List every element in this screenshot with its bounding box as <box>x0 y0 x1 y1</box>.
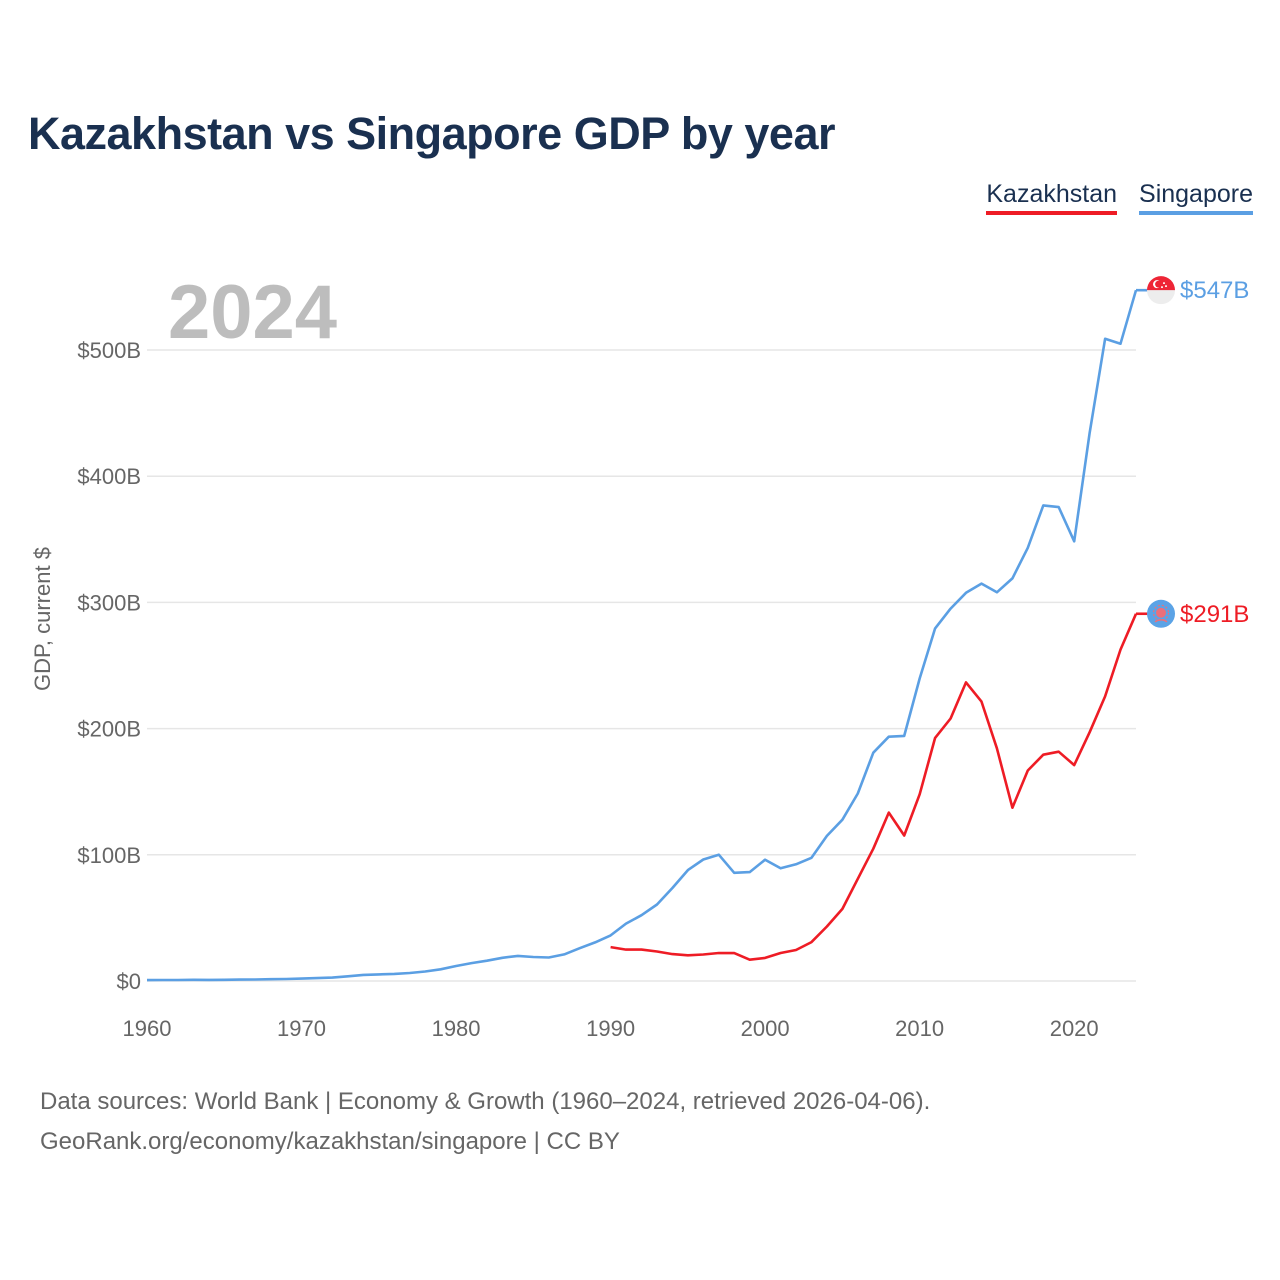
x-tick-label: 1980 <box>432 1016 481 1041</box>
y-tick-label: $100B <box>77 843 141 868</box>
y-tick-label: $400B <box>77 464 141 489</box>
y-axis-label: GDP, current $ <box>30 547 55 691</box>
x-tick-label: 2010 <box>895 1016 944 1041</box>
series-line-singapore[interactable] <box>146 289 1138 982</box>
footer-sources: Data sources: World Bank | Economy & Gro… <box>40 1088 931 1115</box>
y-tick-label: $0 <box>117 969 141 994</box>
kazakhstan-flag-icon <box>1147 599 1175 628</box>
x-tick-label: 2000 <box>741 1016 790 1041</box>
x-tick-label: 1970 <box>277 1016 326 1041</box>
footer-attribution[interactable]: GeoRank.org/economy/kazakhstan/singapore… <box>40 1128 620 1155</box>
x-tick-label: 2020 <box>1050 1016 1099 1041</box>
chart-title: Kazakhstan vs Singapore GDP by year <box>28 108 836 159</box>
y-axis: $0 $100B $200B $300B $400B $500B <box>77 338 141 994</box>
x-tick-label: 1990 <box>586 1016 635 1041</box>
y-tick-label: $200B <box>77 717 141 742</box>
year-watermark: 2024 <box>168 270 337 355</box>
chart-area: 2024 $0 $100B $200B $300B $400B $500B 1960 197… <box>30 270 1249 1041</box>
footer: Data sources: World Bank | Economy & Gro… <box>40 1082 930 1162</box>
legend-item-singapore[interactable]: Singapore <box>1139 180 1253 215</box>
legend-item-kazakhstan[interactable]: Kazakhstan <box>986 180 1118 215</box>
legend: Kazakhstan Singapore <box>986 180 1253 215</box>
end-markers: $547B $291B <box>1136 276 1249 628</box>
x-tick-label: 1960 <box>123 1016 172 1041</box>
end-label-singapore: $547B <box>1180 277 1249 304</box>
series-group <box>146 289 1138 982</box>
grid <box>147 349 1136 982</box>
singapore-flag-icon <box>1147 276 1175 305</box>
x-axis: 1960 1970 1980 1990 2000 2010 2020 <box>123 1016 1099 1041</box>
end-label-kazakhstan: $291B <box>1180 601 1249 628</box>
y-tick-label: $300B <box>77 590 141 615</box>
series-line-kazakhstan[interactable] <box>610 613 1138 961</box>
y-tick-label: $500B <box>77 338 141 363</box>
